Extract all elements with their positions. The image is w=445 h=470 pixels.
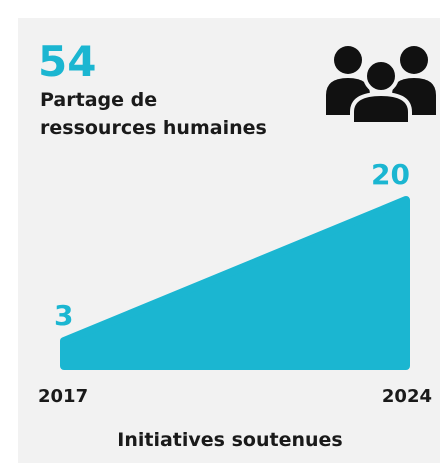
x-tick-label: 2017 (38, 386, 88, 407)
x-axis-label: Initiatives soutenues (117, 429, 342, 451)
data-label: 3 (54, 299, 73, 332)
area (60, 196, 410, 370)
people-icon (326, 46, 436, 126)
headline-value: 54 (38, 37, 96, 86)
data-label: 20 (371, 158, 410, 191)
headline-label: Partage de (40, 89, 157, 111)
x-tick-label: 2024 (382, 386, 432, 407)
headline-label: ressources humaines (40, 117, 267, 139)
